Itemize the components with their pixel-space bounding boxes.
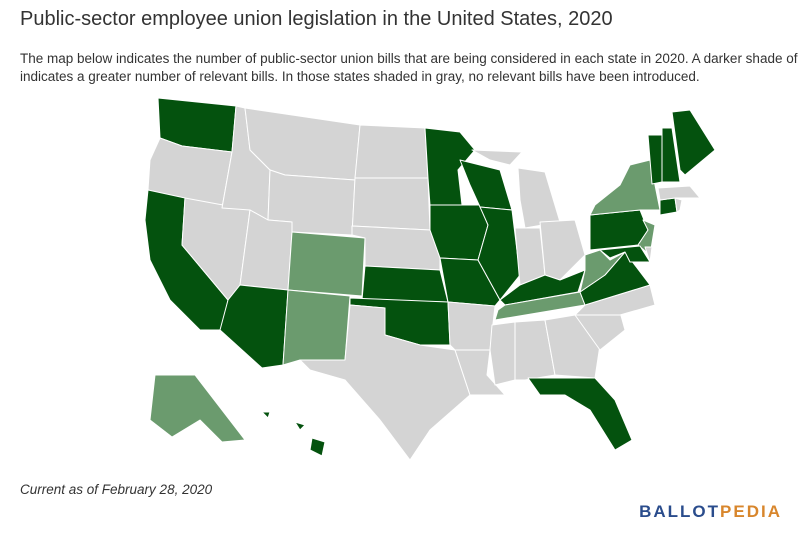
title: Public-sector employee union legislation… bbox=[20, 8, 613, 30]
state bbox=[149, 374, 246, 443]
state bbox=[309, 437, 326, 457]
state bbox=[659, 197, 678, 216]
state bbox=[354, 124, 429, 179]
description: The map below indicates the number of pu… bbox=[20, 50, 800, 86]
state bbox=[599, 245, 651, 263]
state bbox=[527, 377, 633, 451]
state bbox=[299, 304, 471, 461]
state bbox=[637, 219, 656, 256]
state bbox=[539, 219, 586, 281]
state bbox=[429, 204, 489, 261]
state bbox=[439, 257, 501, 307]
state bbox=[261, 411, 271, 419]
state bbox=[471, 149, 523, 166]
description-line: The map below indicates the number of pu… bbox=[20, 51, 800, 66]
state bbox=[447, 301, 496, 351]
state bbox=[517, 167, 561, 229]
states bbox=[144, 97, 716, 461]
footnote: Current as of February 28, 2020 bbox=[20, 482, 213, 497]
state bbox=[494, 291, 586, 321]
description-line: indicates a greater number of relevant b… bbox=[20, 69, 700, 84]
state bbox=[459, 159, 513, 211]
logo-part: BALLOT bbox=[639, 502, 721, 521]
state bbox=[351, 225, 441, 271]
state bbox=[489, 321, 516, 386]
state bbox=[219, 284, 289, 369]
state bbox=[294, 421, 306, 431]
state bbox=[674, 197, 683, 213]
state bbox=[644, 246, 653, 263]
state bbox=[671, 109, 716, 176]
state bbox=[589, 159, 661, 216]
state bbox=[282, 289, 351, 366]
state bbox=[657, 185, 701, 201]
state bbox=[661, 127, 681, 183]
logo-part: PEDIA bbox=[720, 502, 782, 521]
logo: BALLOTPEDIA bbox=[639, 502, 782, 522]
state bbox=[424, 127, 476, 206]
state bbox=[287, 231, 366, 297]
state bbox=[361, 265, 449, 303]
